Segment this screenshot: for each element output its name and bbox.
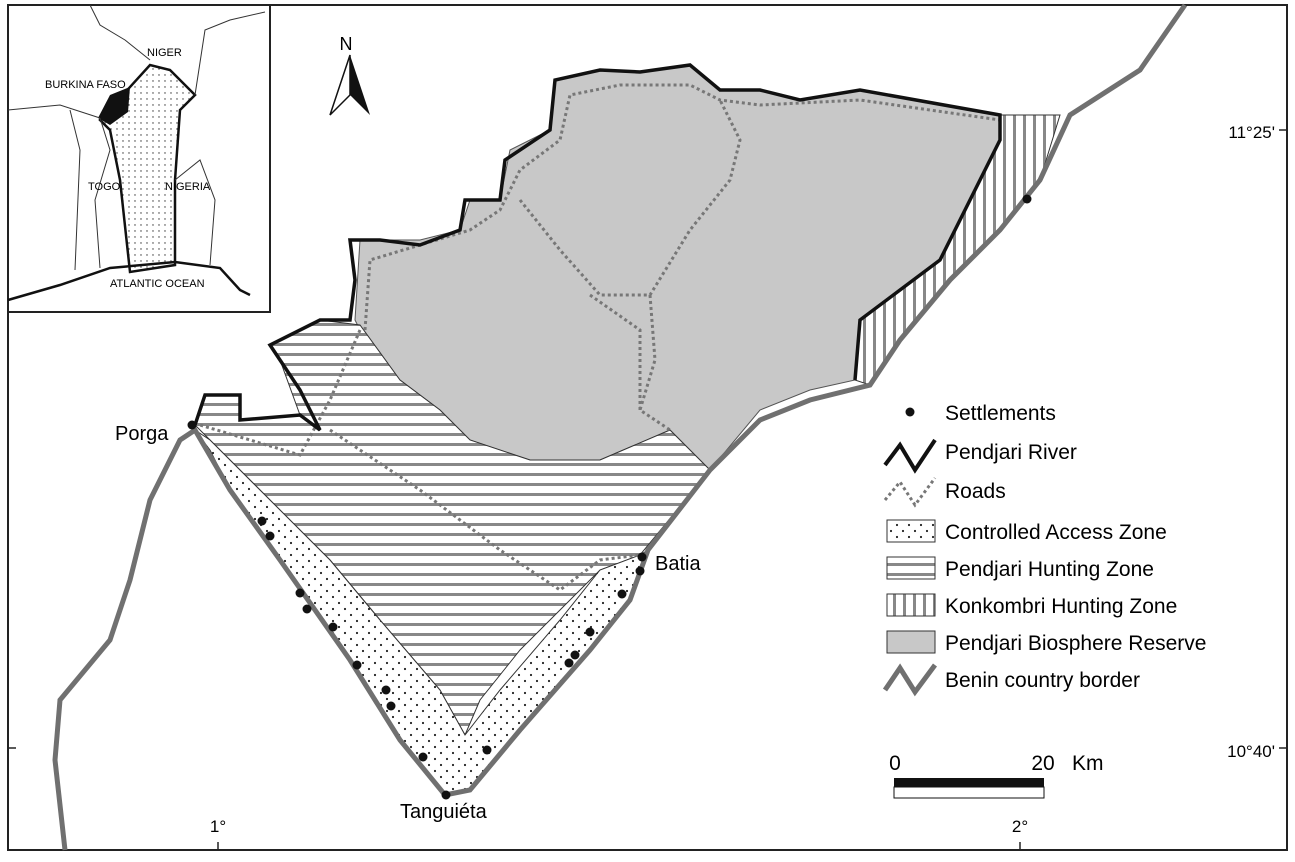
north-arrow: N (329, 34, 370, 116)
scale-label: 0 (889, 752, 901, 775)
inset-label: NIGERIA (165, 181, 211, 193)
inset-label: BURKINA FASO (45, 79, 126, 91)
legend-label: Benin country border (945, 669, 1140, 692)
inset-map: NIGER BURKINA FASO TOGO NIGERIA ATLANTIC… (7, 4, 271, 313)
legend-label: Pendjari River (945, 441, 1077, 464)
legend-label: Settlements (945, 402, 1056, 425)
coordinate-label: 11°25' (1228, 123, 1275, 142)
pendjari-river (193, 63, 1002, 432)
coordinate-label: 1° (210, 817, 226, 836)
scale-bar: 0 20 Km (889, 752, 1104, 799)
north-label: N (340, 34, 353, 54)
inset-label: ATLANTIC OCEAN (110, 278, 205, 290)
place-label: Batia (655, 553, 701, 575)
legend: Settlements Pendjari River Roads Control… (882, 402, 1206, 697)
legend-label: Pendjari Hunting Zone (945, 558, 1154, 581)
coordinate-label: 10°40' (1227, 742, 1275, 761)
benin-border (52, 3, 1188, 851)
legend-label: Konkombri Hunting Zone (945, 595, 1177, 618)
legend-label: Roads (945, 480, 1006, 503)
roads (199, 83, 1001, 592)
scale-label: Km (1072, 752, 1104, 775)
legend-label: Controlled Access Zone (945, 521, 1167, 544)
inset-label: TOGO (88, 181, 121, 193)
inset-label: NIGER (147, 47, 182, 59)
settlements (187, 194, 1032, 800)
coordinate-label: 2° (1012, 817, 1028, 836)
place-label: Tanguiéta (400, 801, 488, 823)
scale-label: 20 (1031, 752, 1054, 775)
place-label: Porga (115, 423, 169, 445)
legend-label: Pendjari Biosphere Reserve (945, 632, 1206, 655)
